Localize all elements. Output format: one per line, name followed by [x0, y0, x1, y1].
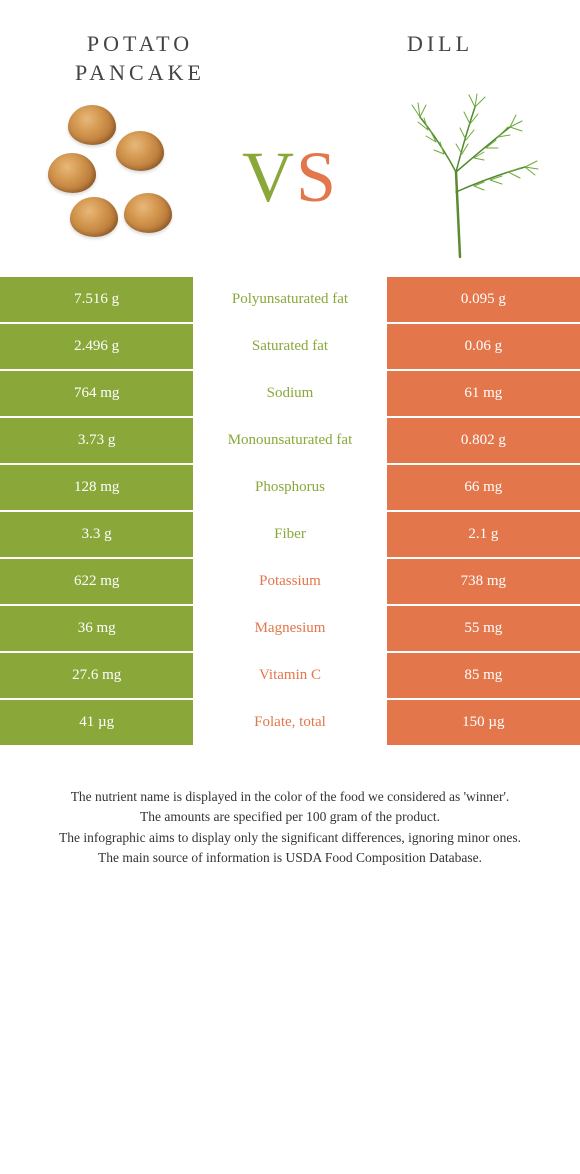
nutrient-label: Saturated fat	[193, 324, 386, 371]
nutrient-label: Polyunsaturated fat	[193, 277, 386, 324]
right-value: 0.802 g	[387, 418, 580, 465]
footer-line-4: The main source of information is USDA F…	[30, 848, 550, 868]
dill-icon	[390, 97, 550, 257]
right-value: 150 µg	[387, 700, 580, 747]
table-row: 622 mgPotassium738 mg	[0, 559, 580, 606]
right-value: 61 mg	[387, 371, 580, 418]
right-value: 0.06 g	[387, 324, 580, 371]
right-food-title: DILL	[340, 30, 540, 59]
table-row: 764 mgSodium61 mg	[0, 371, 580, 418]
nutrient-label: Potassium	[193, 559, 386, 606]
nutrient-label: Fiber	[193, 512, 386, 559]
table-row: 3.3 gFiber2.1 g	[0, 512, 580, 559]
right-value: 85 mg	[387, 653, 580, 700]
left-value: 764 mg	[0, 371, 193, 418]
vs-label: VS	[242, 136, 338, 219]
left-value: 3.3 g	[0, 512, 193, 559]
table-row: 2.496 gSaturated fat0.06 g	[0, 324, 580, 371]
right-value: 738 mg	[387, 559, 580, 606]
table-row: 41 µgFolate, total150 µg	[0, 700, 580, 747]
footer-notes: The nutrient name is displayed in the co…	[0, 747, 580, 898]
right-value: 2.1 g	[387, 512, 580, 559]
nutrient-label: Vitamin C	[193, 653, 386, 700]
nutrient-label: Monounsaturated fat	[193, 418, 386, 465]
table-row: 27.6 mgVitamin C85 mg	[0, 653, 580, 700]
left-value: 27.6 mg	[0, 653, 193, 700]
vs-v: V	[242, 137, 296, 217]
footer-line-3: The infographic aims to display only the…	[30, 828, 550, 848]
left-value: 622 mg	[0, 559, 193, 606]
left-value: 128 mg	[0, 465, 193, 512]
table-row: 36 mgMagnesium55 mg	[0, 606, 580, 653]
left-food-title: POTATO PANCAKE	[40, 30, 240, 87]
left-value: 36 mg	[0, 606, 193, 653]
footer-line-1: The nutrient name is displayed in the co…	[30, 787, 550, 807]
header: POTATO PANCAKE DILL	[0, 0, 580, 87]
left-value: 3.73 g	[0, 418, 193, 465]
left-value: 2.496 g	[0, 324, 193, 371]
right-value: 55 mg	[387, 606, 580, 653]
potato-pancake-icon	[30, 97, 190, 257]
table-row: 7.516 gPolyunsaturated fat0.095 g	[0, 277, 580, 324]
hero-row: VS	[0, 87, 580, 277]
nutrient-comparison-table: 7.516 gPolyunsaturated fat0.095 g2.496 g…	[0, 277, 580, 747]
nutrient-label: Magnesium	[193, 606, 386, 653]
nutrient-label: Folate, total	[193, 700, 386, 747]
nutrient-label: Sodium	[193, 371, 386, 418]
footer-line-2: The amounts are specified per 100 gram o…	[30, 807, 550, 827]
left-value: 7.516 g	[0, 277, 193, 324]
right-value: 66 mg	[387, 465, 580, 512]
right-value: 0.095 g	[387, 277, 580, 324]
table-row: 3.73 gMonounsaturated fat0.802 g	[0, 418, 580, 465]
left-value: 41 µg	[0, 700, 193, 747]
nutrient-label: Phosphorus	[193, 465, 386, 512]
table-row: 128 mgPhosphorus66 mg	[0, 465, 580, 512]
vs-s: S	[296, 137, 338, 217]
